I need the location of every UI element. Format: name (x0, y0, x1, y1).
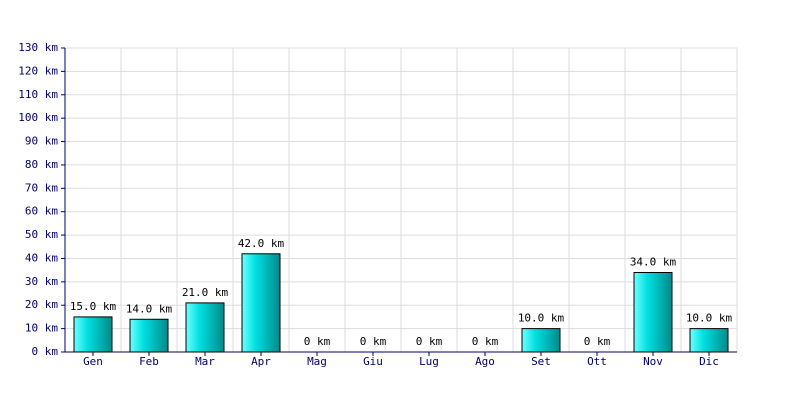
value-label: 14.0 km (126, 302, 173, 315)
value-label: 0 km (584, 335, 611, 348)
value-label: 21.0 km (182, 286, 229, 299)
value-label: 0 km (472, 335, 499, 348)
bar (521, 328, 561, 353)
y-tick-label: 80 km (25, 158, 58, 171)
x-tick-label: Ago (475, 355, 495, 368)
x-tick-label: Set (531, 355, 551, 368)
value-label: 0 km (416, 335, 443, 348)
x-tick-label: Dic (699, 355, 719, 368)
bar (129, 318, 169, 353)
bar (689, 328, 729, 353)
y-tick-label: 10 km (25, 322, 58, 335)
x-tick-label: Giu (363, 355, 383, 368)
value-label: 0 km (360, 335, 387, 348)
value-label: 0 km (304, 335, 331, 348)
value-label: 10.0 km (518, 312, 565, 325)
x-tick-label: Feb (139, 355, 159, 368)
bar (633, 271, 673, 353)
y-tick-label: 30 km (25, 275, 58, 288)
value-label: 10.0 km (686, 312, 733, 325)
x-tick-label: Apr (251, 355, 271, 368)
x-tick-label: Nov (643, 355, 663, 368)
bar (73, 316, 113, 353)
bar (241, 253, 281, 353)
value-label: 42.0 km (238, 237, 285, 250)
value-label: 34.0 km (630, 255, 677, 268)
x-tick-label: Lug (419, 355, 439, 368)
y-tick-label: 50 km (25, 228, 58, 241)
y-tick-label: 40 km (25, 251, 58, 264)
y-tick-label: 20 km (25, 298, 58, 311)
x-tick-label: Mar (195, 355, 215, 368)
y-tick-label: 70 km (25, 181, 58, 194)
x-tick-label: Gen (83, 355, 103, 368)
value-label: 15.0 km (70, 300, 117, 313)
y-tick-label: 130 km (18, 41, 58, 54)
y-tick-label: 110 km (18, 88, 58, 101)
y-tick-label: 90 km (25, 135, 58, 148)
bar (185, 302, 225, 353)
x-tick-label: Ott (587, 355, 607, 368)
x-tick-label: Mag (307, 355, 327, 368)
y-tick-label: 120 km (18, 64, 58, 77)
y-tick-label: 0 km (32, 345, 59, 358)
y-tick-label: 100 km (18, 111, 58, 124)
y-tick-label: 60 km (25, 205, 58, 218)
